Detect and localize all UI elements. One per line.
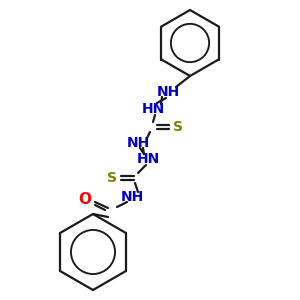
Text: NH: NH — [120, 190, 144, 204]
Text: NH: NH — [126, 136, 150, 150]
Text: S: S — [107, 171, 117, 185]
Text: NH: NH — [156, 85, 180, 99]
Text: HN: HN — [136, 152, 160, 166]
Text: S: S — [173, 120, 183, 134]
Text: O: O — [79, 193, 92, 208]
Text: HN: HN — [141, 102, 165, 116]
